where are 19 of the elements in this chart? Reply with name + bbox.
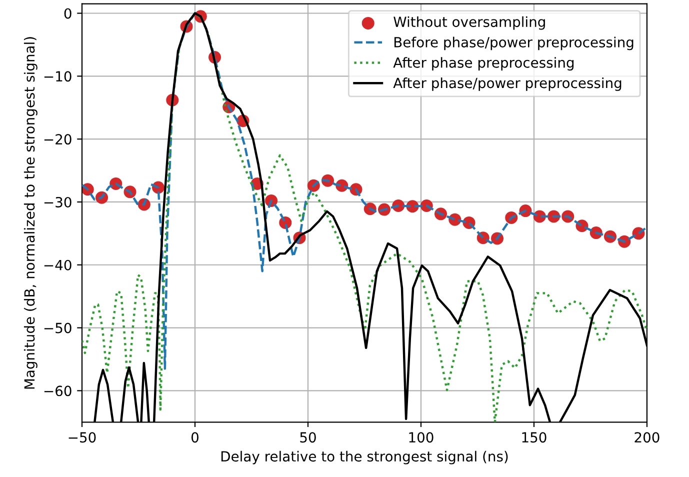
x-tick-label: 0	[191, 432, 198, 443]
legend-label: After phase/power preprocessing	[393, 77, 622, 91]
x-tick-label: 200	[634, 432, 660, 443]
y-tick-label: −10	[44, 71, 72, 82]
y-tick-label: 0	[64, 8, 72, 19]
legend-label: Without oversampling	[394, 16, 545, 30]
y-tick-label: −20	[44, 134, 72, 145]
y-tick-label: −40	[44, 260, 72, 270]
y-tick-label: −60	[44, 386, 72, 396]
legend-label: After phase preprocessing	[393, 57, 574, 71]
x-tick-label: 50	[300, 432, 316, 443]
y-axis-title: Magnitude (dB, normalized to the strongest signal)	[24, 37, 38, 389]
y-tick-label: −30	[44, 196, 72, 208]
x-tick-label: 100	[409, 432, 434, 443]
legend-label: Before phase/power preprocessing	[394, 36, 634, 50]
x-tick-label: 150	[522, 432, 546, 443]
y-tick-label: −50	[44, 322, 72, 334]
x-tick-label: −50	[68, 432, 96, 443]
x-axis-title: Delay relative to the strongest signal (ns)	[221, 450, 508, 464]
